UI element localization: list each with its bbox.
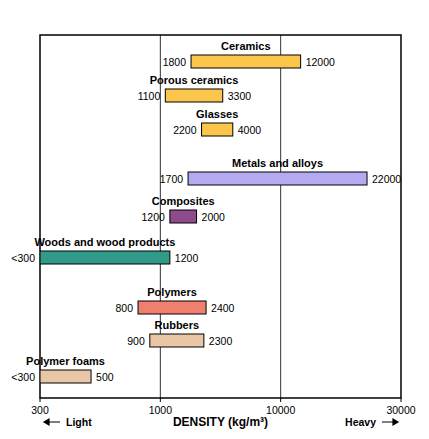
low-label: 1200 <box>142 211 166 223</box>
range-bar <box>150 334 204 347</box>
category-label: Ceramics <box>221 40 271 52</box>
tick-label: 1000 <box>149 404 173 416</box>
low-label: 900 <box>127 335 145 347</box>
tick-label: 10000 <box>266 404 295 416</box>
range-bar <box>191 55 301 68</box>
bars <box>40 55 367 383</box>
tick-label: 300 <box>31 404 49 416</box>
low-label: 1700 <box>160 173 184 185</box>
tick-mark <box>160 398 161 402</box>
category-label: Polymer foams <box>26 355 105 367</box>
annotation: Heavy <box>345 416 376 428</box>
low-label: <300 <box>11 252 35 264</box>
low-label: 1800 <box>163 56 187 68</box>
category-label: Glasses <box>196 108 238 120</box>
high-label: 22000 <box>372 173 401 185</box>
chart: 300 1000 10000 30000 Ceramics 1800 12000 Porous… <box>0 0 429 439</box>
range-bar <box>202 123 233 136</box>
category-label: Metals and alloys <box>232 157 323 169</box>
high-label: 2300 <box>209 335 233 347</box>
high-label: 4000 <box>238 124 262 136</box>
range-bar <box>138 301 206 314</box>
low-label: 2200 <box>173 124 197 136</box>
tick-mark <box>40 398 41 402</box>
low-label: <300 <box>11 371 35 383</box>
labels: Ceramics 1800 12000 Porous ceramics 1100 3300… <box>11 40 401 383</box>
tick-mark <box>280 398 281 402</box>
low-label: 1100 <box>138 90 161 102</box>
range-bar <box>40 370 91 383</box>
category-label: Composites <box>152 195 215 207</box>
range-bar <box>40 251 170 264</box>
low-label: 800 <box>115 302 133 314</box>
plot-frame <box>40 35 401 398</box>
category-label: Woods and wood products <box>34 236 175 248</box>
high-label: 12000 <box>306 56 335 68</box>
high-label: 2000 <box>202 211 226 223</box>
high-label: 500 <box>96 371 114 383</box>
arrow-left <box>44 419 60 425</box>
range-bar <box>165 89 222 102</box>
high-label: 1200 <box>175 252 199 264</box>
range-bar <box>188 172 367 185</box>
arrow-right <box>382 419 398 425</box>
category-label: Porous ceramics <box>150 74 239 86</box>
category-label: Polymers <box>147 286 197 298</box>
tick-mark <box>401 398 402 402</box>
x-axis-label: DENSITY (kg/m³) <box>173 415 268 429</box>
annotation: Light <box>66 416 92 428</box>
grid-line <box>280 35 281 398</box>
tick-label: 30000 <box>386 404 415 416</box>
high-label: 2400 <box>211 302 235 314</box>
range-bar <box>170 210 197 223</box>
high-label: 3300 <box>228 90 252 102</box>
category-label: Rubbers <box>155 319 200 331</box>
